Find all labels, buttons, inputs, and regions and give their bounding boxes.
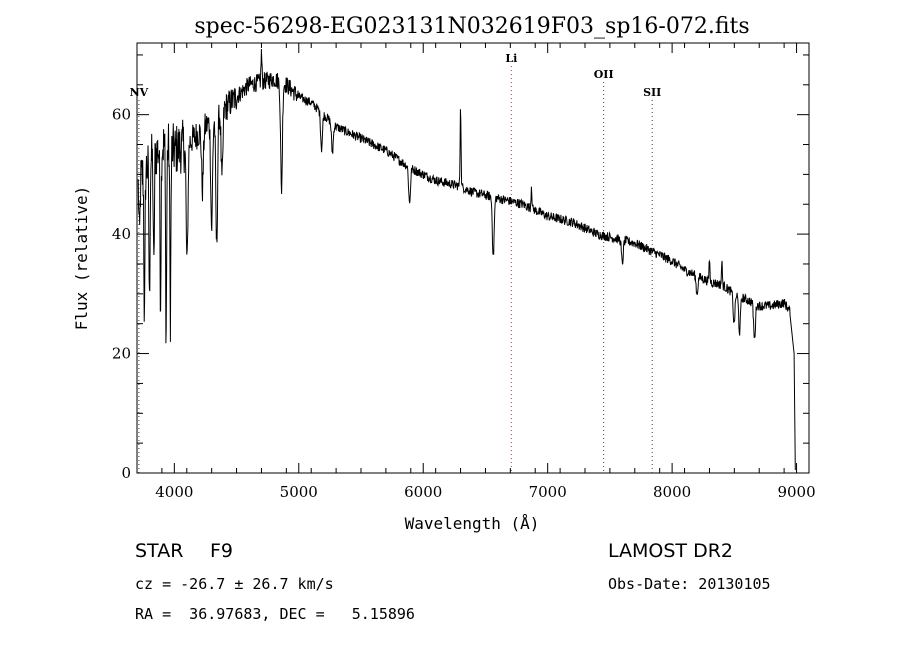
x-tick-label: 9000	[777, 483, 815, 501]
ra-dec: RA = 36.97683, DEC = 5.15896	[135, 605, 415, 623]
spectrum-line	[137, 48, 796, 471]
chart-title: spec-56298-EG023131N032619F03_sp16-072.f…	[194, 14, 749, 39]
y-tick-label: 20	[112, 345, 131, 363]
line-marker-label: OII	[594, 68, 614, 81]
obs-date: Obs-Date: 20130105	[608, 575, 771, 593]
line-marker-label: Li	[505, 52, 517, 65]
survey-name: LAMOST DR2	[608, 540, 733, 562]
x-tick-label: 7000	[529, 483, 567, 501]
x-tick-label: 4000	[155, 483, 193, 501]
axis-ticks: 4000 5000 6000 7000 8000 9000 0 20 40 60	[112, 43, 816, 501]
y-axis-label: Flux (relative)	[72, 186, 91, 331]
spectral-line-markers: NV Li OII SII	[130, 52, 661, 473]
x-tick-label: 5000	[280, 483, 318, 501]
line-marker-label: NV	[130, 86, 149, 99]
object-class: STAR	[135, 540, 184, 562]
plot-frame	[136, 42, 810, 474]
redshift-cz: cz = -26.7 ± 26.7 km/s	[135, 575, 334, 593]
object-subclass: F9	[210, 540, 234, 562]
x-tick-label: 8000	[653, 483, 691, 501]
y-tick-label: 60	[112, 106, 131, 124]
x-tick-label: 6000	[404, 483, 442, 501]
y-tick-label: 0	[121, 464, 131, 482]
line-marker-label: SII	[643, 86, 661, 99]
y-tick-label: 40	[112, 225, 131, 243]
x-axis-label: Wavelength (Å)	[405, 514, 540, 533]
